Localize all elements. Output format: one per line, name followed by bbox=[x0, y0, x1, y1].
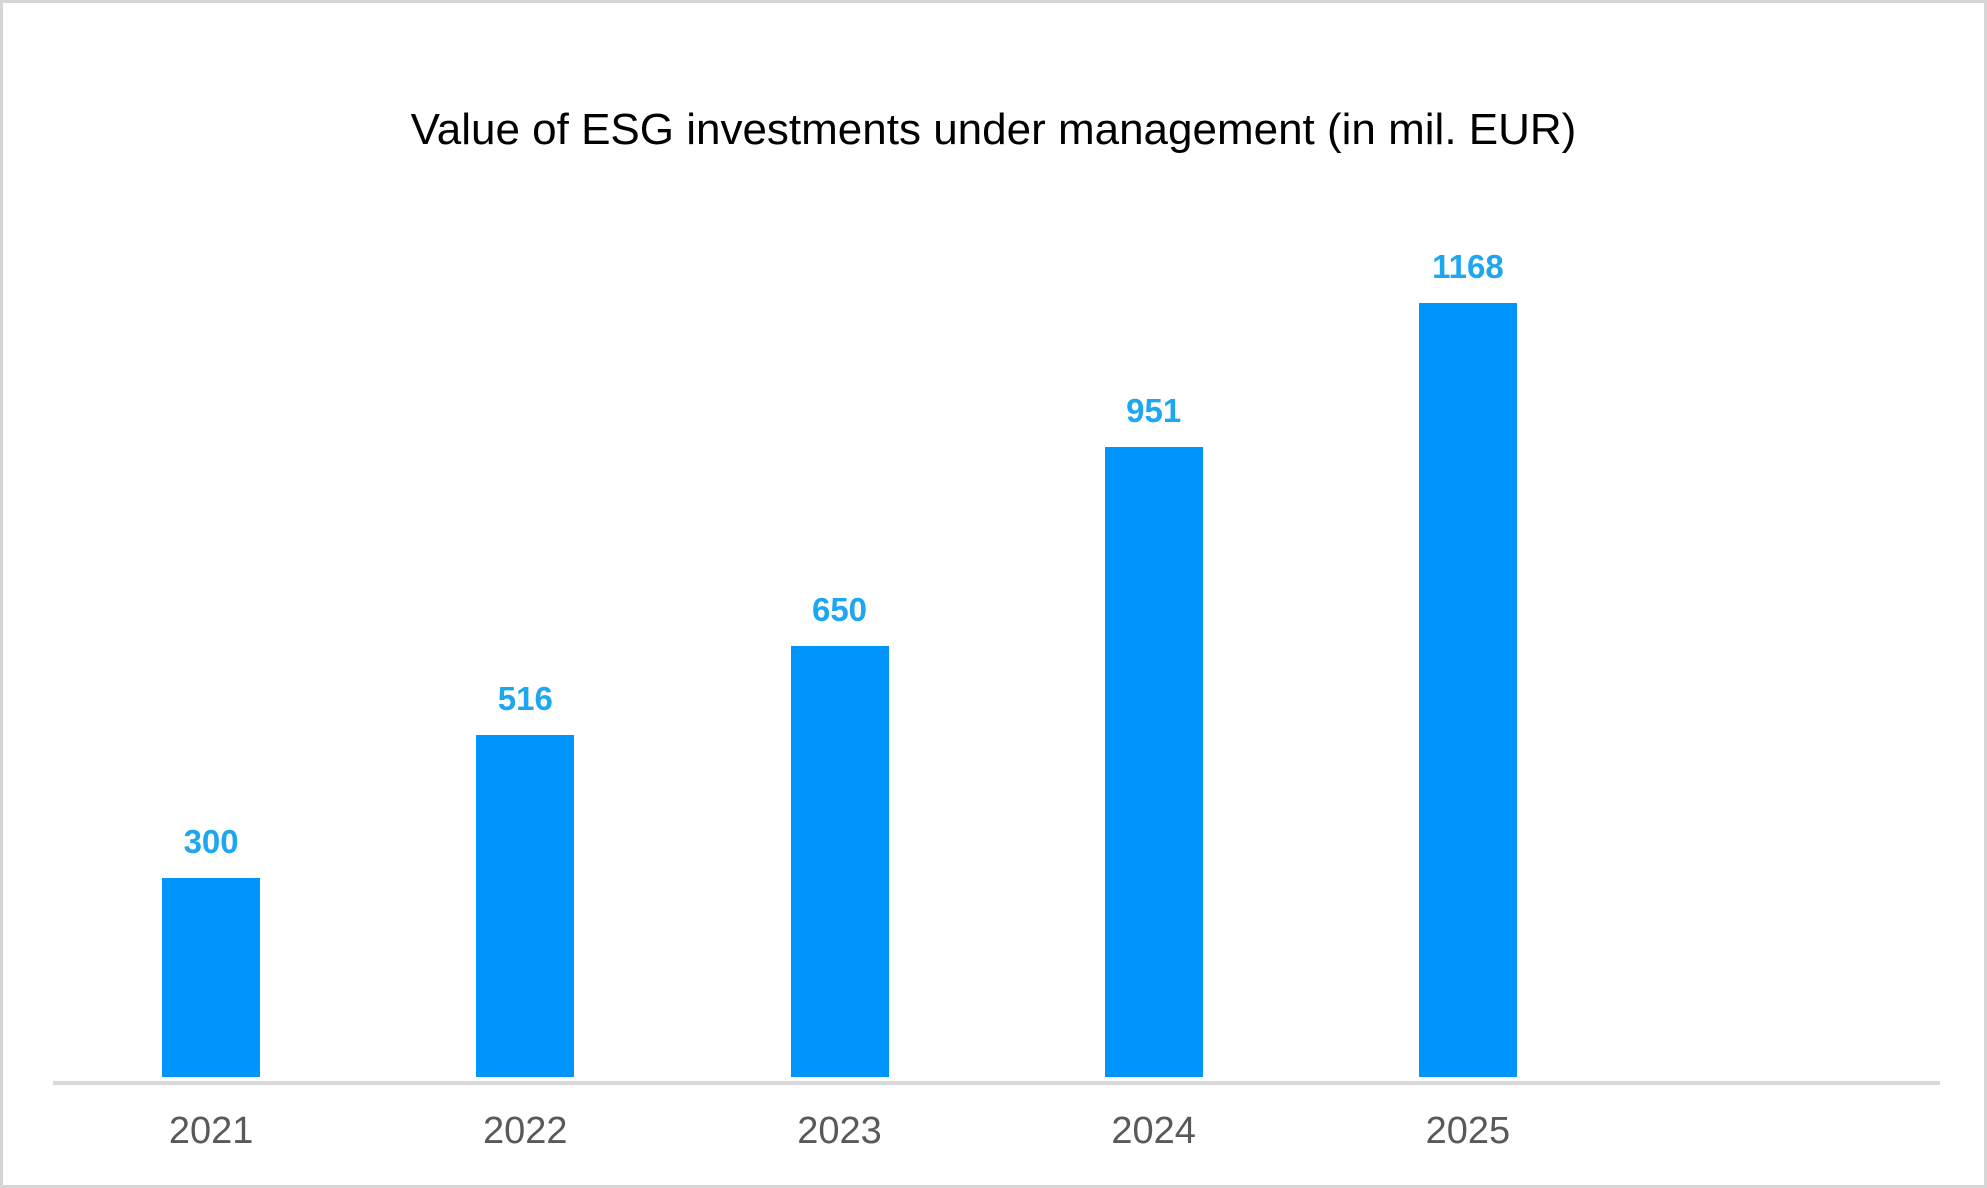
x-axis-label-2022: 2022 bbox=[483, 1110, 568, 1152]
bar-2024 bbox=[1104, 447, 1203, 1077]
x-axis-line bbox=[53, 1081, 1940, 1085]
x-axis-label-2023: 2023 bbox=[797, 1110, 882, 1152]
x-axis-label-2021: 2021 bbox=[168, 1110, 254, 1152]
bar-2023 bbox=[790, 646, 889, 1077]
bar-value-label-2025: 1168 bbox=[1432, 248, 1504, 285]
bar-2021 bbox=[162, 878, 261, 1077]
bar-2022 bbox=[476, 735, 575, 1077]
bar-2025 bbox=[1418, 303, 1517, 1077]
plot-area: 300 2021 516 2022 650 2023 951 2024 1168 2025 bbox=[3, 3, 1984, 1185]
bar-value-label-2023: 650 bbox=[811, 591, 868, 628]
x-axis-label-2024: 2024 bbox=[1111, 1110, 1196, 1152]
x-axis-label-2025: 2025 bbox=[1425, 1110, 1511, 1152]
bar-value-label-2024: 951 bbox=[1126, 392, 1182, 429]
bar-value-label-2022: 516 bbox=[497, 680, 553, 717]
chart-title: Value of ESG investments under managemen… bbox=[410, 105, 1577, 154]
bar-value-label-2021: 300 bbox=[183, 823, 239, 860]
